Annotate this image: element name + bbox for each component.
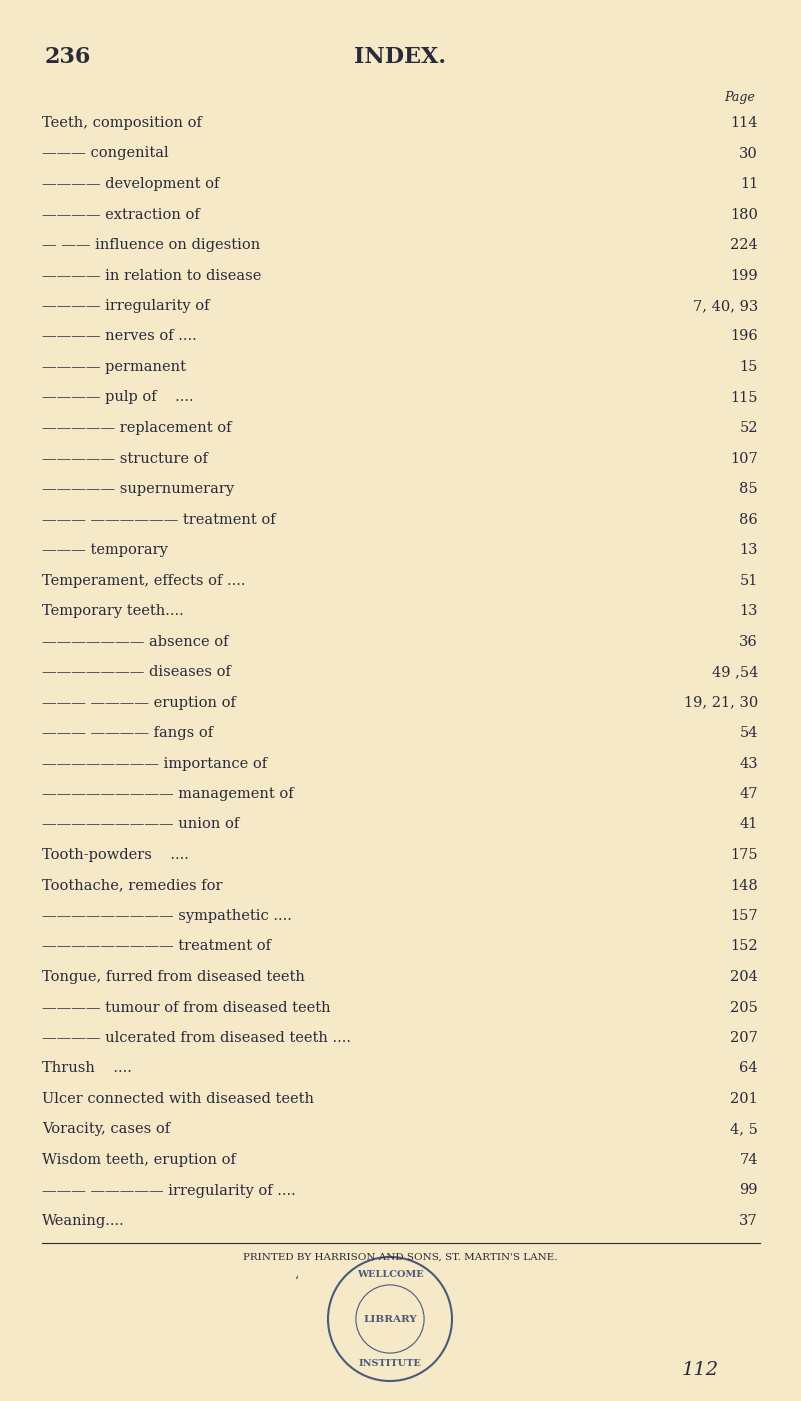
- Text: Thrush    ....: Thrush ....: [42, 1062, 132, 1076]
- Text: 52: 52: [739, 420, 758, 434]
- Text: 36: 36: [739, 635, 758, 649]
- Text: ————————— management of: ————————— management of: [42, 787, 294, 801]
- Text: 30: 30: [739, 147, 758, 161]
- Text: 107: 107: [731, 451, 758, 465]
- Text: Weaning....: Weaning....: [42, 1215, 125, 1229]
- Text: 99: 99: [739, 1184, 758, 1198]
- Text: 148: 148: [731, 878, 758, 892]
- Text: ——————— diseases of: ——————— diseases of: [42, 665, 231, 679]
- Text: ———— in relation to disease: ———— in relation to disease: [42, 269, 261, 283]
- Text: 86: 86: [739, 513, 758, 527]
- Text: ———— ulcerated from diseased teeth ....: ———— ulcerated from diseased teeth ....: [42, 1031, 351, 1045]
- Text: 19, 21, 30: 19, 21, 30: [684, 695, 758, 709]
- Text: 64: 64: [739, 1062, 758, 1076]
- Text: 207: 207: [731, 1031, 758, 1045]
- Text: 11: 11: [740, 177, 758, 191]
- Text: 37: 37: [739, 1215, 758, 1229]
- Text: ——— ———— eruption of: ——— ———— eruption of: [42, 695, 235, 709]
- Text: ————————— sympathetic ....: ————————— sympathetic ....: [42, 909, 292, 923]
- Text: ——————— absence of: ——————— absence of: [42, 635, 228, 649]
- Text: Toothache, remedies for: Toothache, remedies for: [42, 878, 223, 892]
- Text: 54: 54: [739, 726, 758, 740]
- Text: 114: 114: [731, 116, 758, 130]
- Text: ———————— importance of: ———————— importance of: [42, 757, 267, 771]
- Text: 152: 152: [731, 940, 758, 954]
- Text: Tooth-powders    ....: Tooth-powders ....: [42, 848, 189, 862]
- Text: ——— ————— irregularity of ....: ——— ————— irregularity of ....: [42, 1184, 296, 1198]
- Text: 205: 205: [731, 1000, 758, 1014]
- Text: 196: 196: [731, 329, 758, 343]
- Text: 201: 201: [731, 1091, 758, 1105]
- Text: ———— permanent: ———— permanent: [42, 360, 186, 374]
- Text: ——— congenital: ——— congenital: [42, 147, 169, 161]
- Text: ——— temporary: ——— temporary: [42, 544, 168, 558]
- Text: Page: Page: [724, 91, 755, 104]
- Text: 49 ,54: 49 ,54: [711, 665, 758, 679]
- Text: ———— nerves of ....: ———— nerves of ....: [42, 329, 197, 343]
- Text: 180: 180: [731, 207, 758, 221]
- Text: 51: 51: [739, 573, 758, 587]
- Text: 112: 112: [682, 1360, 718, 1379]
- Text: 175: 175: [731, 848, 758, 862]
- Text: PRINTED BY HARRISON AND SONS, ST. MARTIN'S LANE.: PRINTED BY HARRISON AND SONS, ST. MARTIN…: [243, 1252, 557, 1262]
- Text: ————————— union of: ————————— union of: [42, 818, 239, 832]
- Text: ——— —————— treatment of: ——— —————— treatment of: [42, 513, 276, 527]
- Text: Ulcer connected with diseased teeth: Ulcer connected with diseased teeth: [42, 1091, 314, 1105]
- Text: ——— ———— fangs of: ——— ———— fangs of: [42, 726, 213, 740]
- Text: 115: 115: [731, 391, 758, 405]
- Text: 199: 199: [731, 269, 758, 283]
- Text: ———— development of: ———— development of: [42, 177, 219, 191]
- Text: 204: 204: [731, 969, 758, 984]
- Text: WELLCOME: WELLCOME: [356, 1269, 424, 1279]
- Text: 13: 13: [739, 604, 758, 618]
- Text: LIBRARY: LIBRARY: [363, 1314, 417, 1324]
- Text: ————————— treatment of: ————————— treatment of: [42, 940, 271, 954]
- Text: 236: 236: [45, 46, 91, 69]
- Text: ————— supernumerary: ————— supernumerary: [42, 482, 234, 496]
- Text: 224: 224: [731, 238, 758, 252]
- Text: ———— extraction of: ———— extraction of: [42, 207, 199, 221]
- Text: INDEX.: INDEX.: [354, 46, 446, 69]
- Text: Tongue, furred from diseased teeth: Tongue, furred from diseased teeth: [42, 969, 305, 984]
- Text: 157: 157: [731, 909, 758, 923]
- Text: 4, 5: 4, 5: [731, 1122, 758, 1136]
- Text: Wisdom teeth, eruption of: Wisdom teeth, eruption of: [42, 1153, 235, 1167]
- Text: INSTITUTE: INSTITUTE: [359, 1359, 421, 1369]
- Text: Voracity, cases of: Voracity, cases of: [42, 1122, 170, 1136]
- Text: 85: 85: [739, 482, 758, 496]
- Text: ————— structure of: ————— structure of: [42, 451, 208, 465]
- Text: ———— tumour of from diseased teeth: ———— tumour of from diseased teeth: [42, 1000, 331, 1014]
- Text: 41: 41: [739, 818, 758, 832]
- Text: ————— replacement of: ————— replacement of: [42, 420, 231, 434]
- Text: ———— pulp of    ....: ———— pulp of ....: [42, 391, 194, 405]
- Text: Temperament, effects of ....: Temperament, effects of ....: [42, 573, 245, 587]
- Text: 43: 43: [739, 757, 758, 771]
- Text: 15: 15: [739, 360, 758, 374]
- Text: 74: 74: [739, 1153, 758, 1167]
- Text: 7, 40, 93: 7, 40, 93: [693, 298, 758, 312]
- Text: — —— influence on digestion: — —— influence on digestion: [42, 238, 260, 252]
- Text: Temporary teeth....: Temporary teeth....: [42, 604, 183, 618]
- Text: Teeth, composition of: Teeth, composition of: [42, 116, 202, 130]
- Text: 13: 13: [739, 544, 758, 558]
- Text: 47: 47: [739, 787, 758, 801]
- Text: ———— irregularity of: ———— irregularity of: [42, 298, 210, 312]
- Text: ‘: ‘: [295, 1276, 299, 1289]
